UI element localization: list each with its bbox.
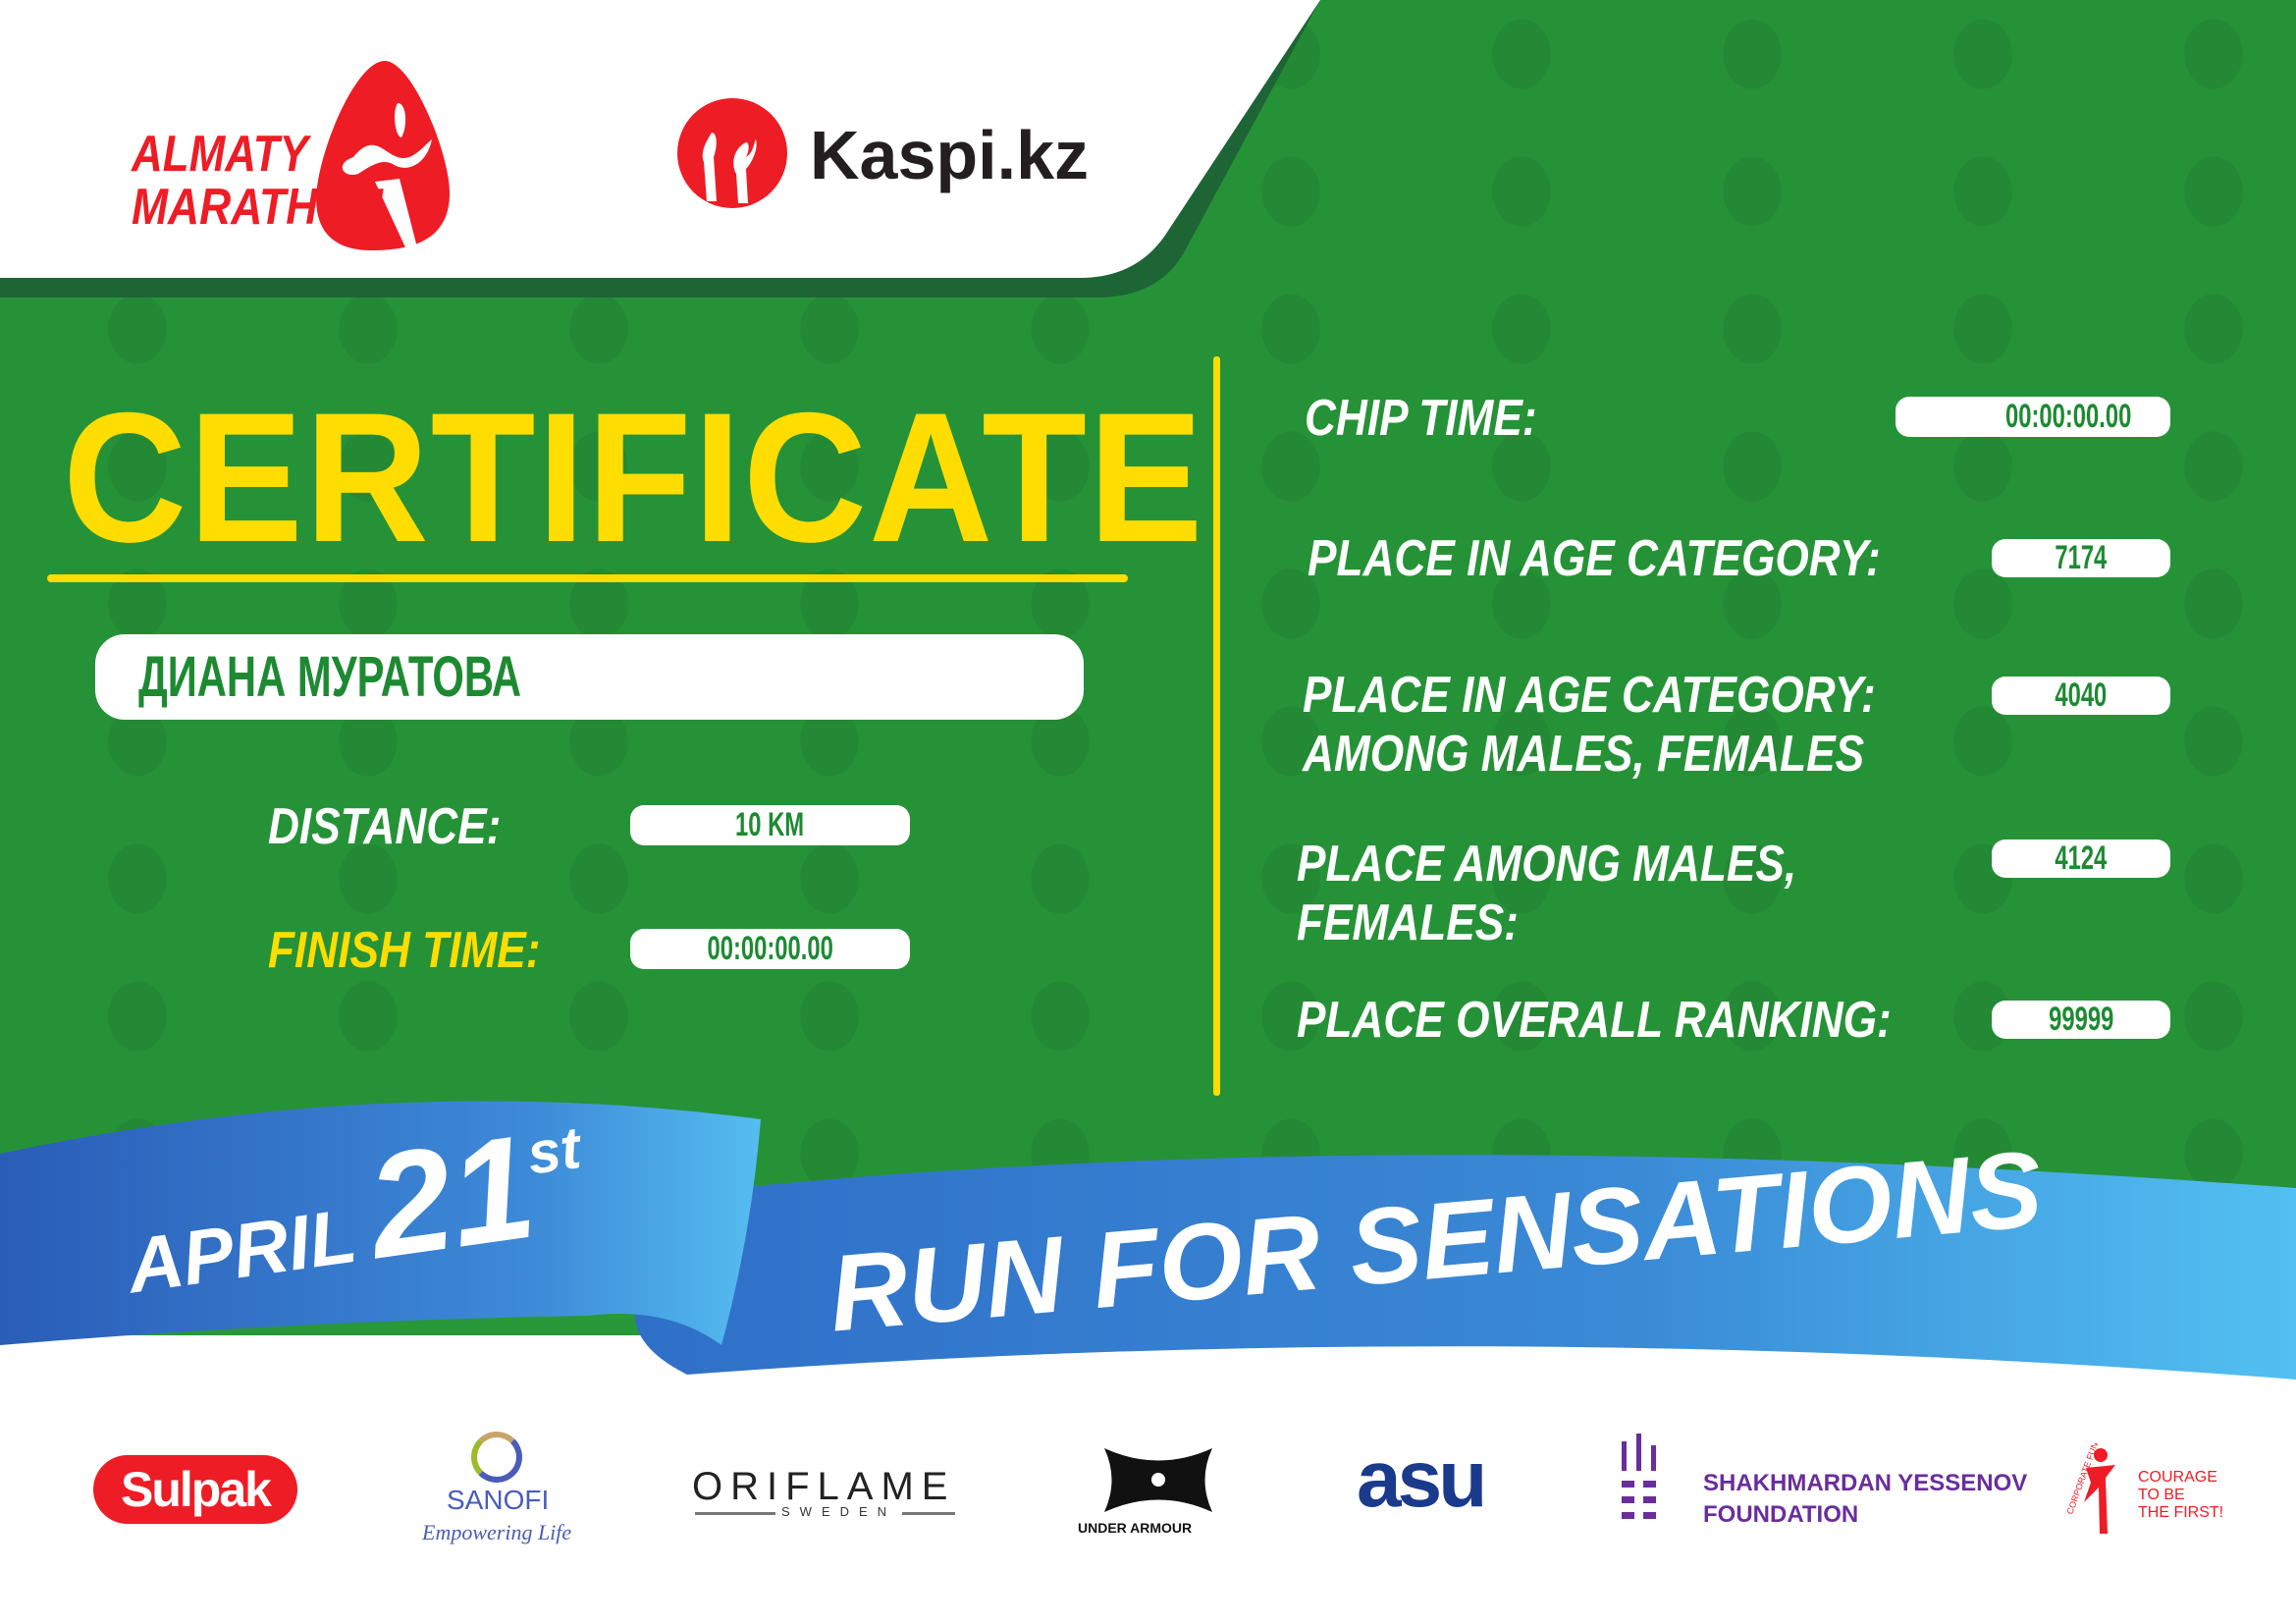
oriflame-sub: SWEDEN	[775, 1504, 903, 1519]
age-category-gender-place-label: PLACE IN AGE CATEGORY: AMONG MALES, FEMAL…	[1303, 667, 1876, 783]
date-suffix: st	[523, 1114, 585, 1187]
logo-text-marathon: MARATHON	[132, 179, 384, 236]
sponsor-oriflame: ORIFLAME	[692, 1465, 956, 1508]
gender-place-value: 4124	[1992, 839, 2170, 878]
sponsor-courage: COURAGE TO BE THE FIRST!	[2138, 1469, 2224, 1521]
date-day: 21	[358, 1103, 544, 1290]
almaty-marathon-logo: ALMATY MARATHON	[130, 61, 451, 250]
chip-time-label: CHIP TIME:	[1305, 390, 1537, 447]
finish-time-value: 00:00:00.00	[630, 929, 910, 969]
title-underline	[47, 574, 1128, 582]
distance-value: 10 KM	[630, 805, 910, 845]
age-category-gender-place-value: 4040	[1992, 677, 2170, 715]
participant-name-field: ДИАНА МУРАТОВА	[95, 634, 1084, 720]
age-category-place-label: PLACE IN AGE CATEGORY:	[1308, 530, 1881, 587]
overall-ranking-value: 99999	[1992, 1001, 2170, 1039]
under-armour-logo-icon	[1104, 1448, 1212, 1512]
sanofi-logo-icon	[471, 1432, 522, 1483]
kaspi-logo-icon	[677, 98, 787, 208]
sponsor-under-armour: UNDER ARMOUR	[1078, 1520, 1193, 1536]
certificate-title: CERTIFICATE	[63, 374, 1205, 580]
sponsor-sanofi: SANOFI	[447, 1485, 550, 1515]
logo-text-almaty: ALMATY	[130, 126, 311, 183]
chip-time-value: 00:00:00.00	[1896, 397, 2170, 437]
vertical-divider	[1213, 356, 1220, 1096]
finish-time-label: FINISH TIME:	[268, 922, 541, 979]
participant-name: ДИАНА МУРАТОВА	[138, 645, 522, 709]
sanofi-tagline: Empowering Life	[422, 1520, 572, 1544]
distance-label: DISTANCE:	[268, 798, 502, 855]
gender-place-label: PLACE AMONG MALES, FEMALES:	[1297, 836, 1797, 951]
courage-fund-logo-icon: CORPORATE FUND	[2064, 1443, 2115, 1534]
overall-ranking-label: PLACE OVERALL RANKING:	[1297, 992, 1892, 1049]
sponsor-sulpak: Sulpak	[93, 1455, 297, 1524]
sponsor-yessenov: SHAKHMARDAN YESSENOV FOUNDATION	[1703, 1470, 2028, 1528]
yessenov-logo-icon	[1622, 1434, 1656, 1519]
kaspi-logo-text: Kaspi.kz	[810, 117, 1089, 193]
date-month: APRIL	[122, 1191, 362, 1310]
sponsor-asu: asu	[1357, 1435, 1487, 1524]
age-category-place-value: 7174	[1992, 539, 2170, 577]
